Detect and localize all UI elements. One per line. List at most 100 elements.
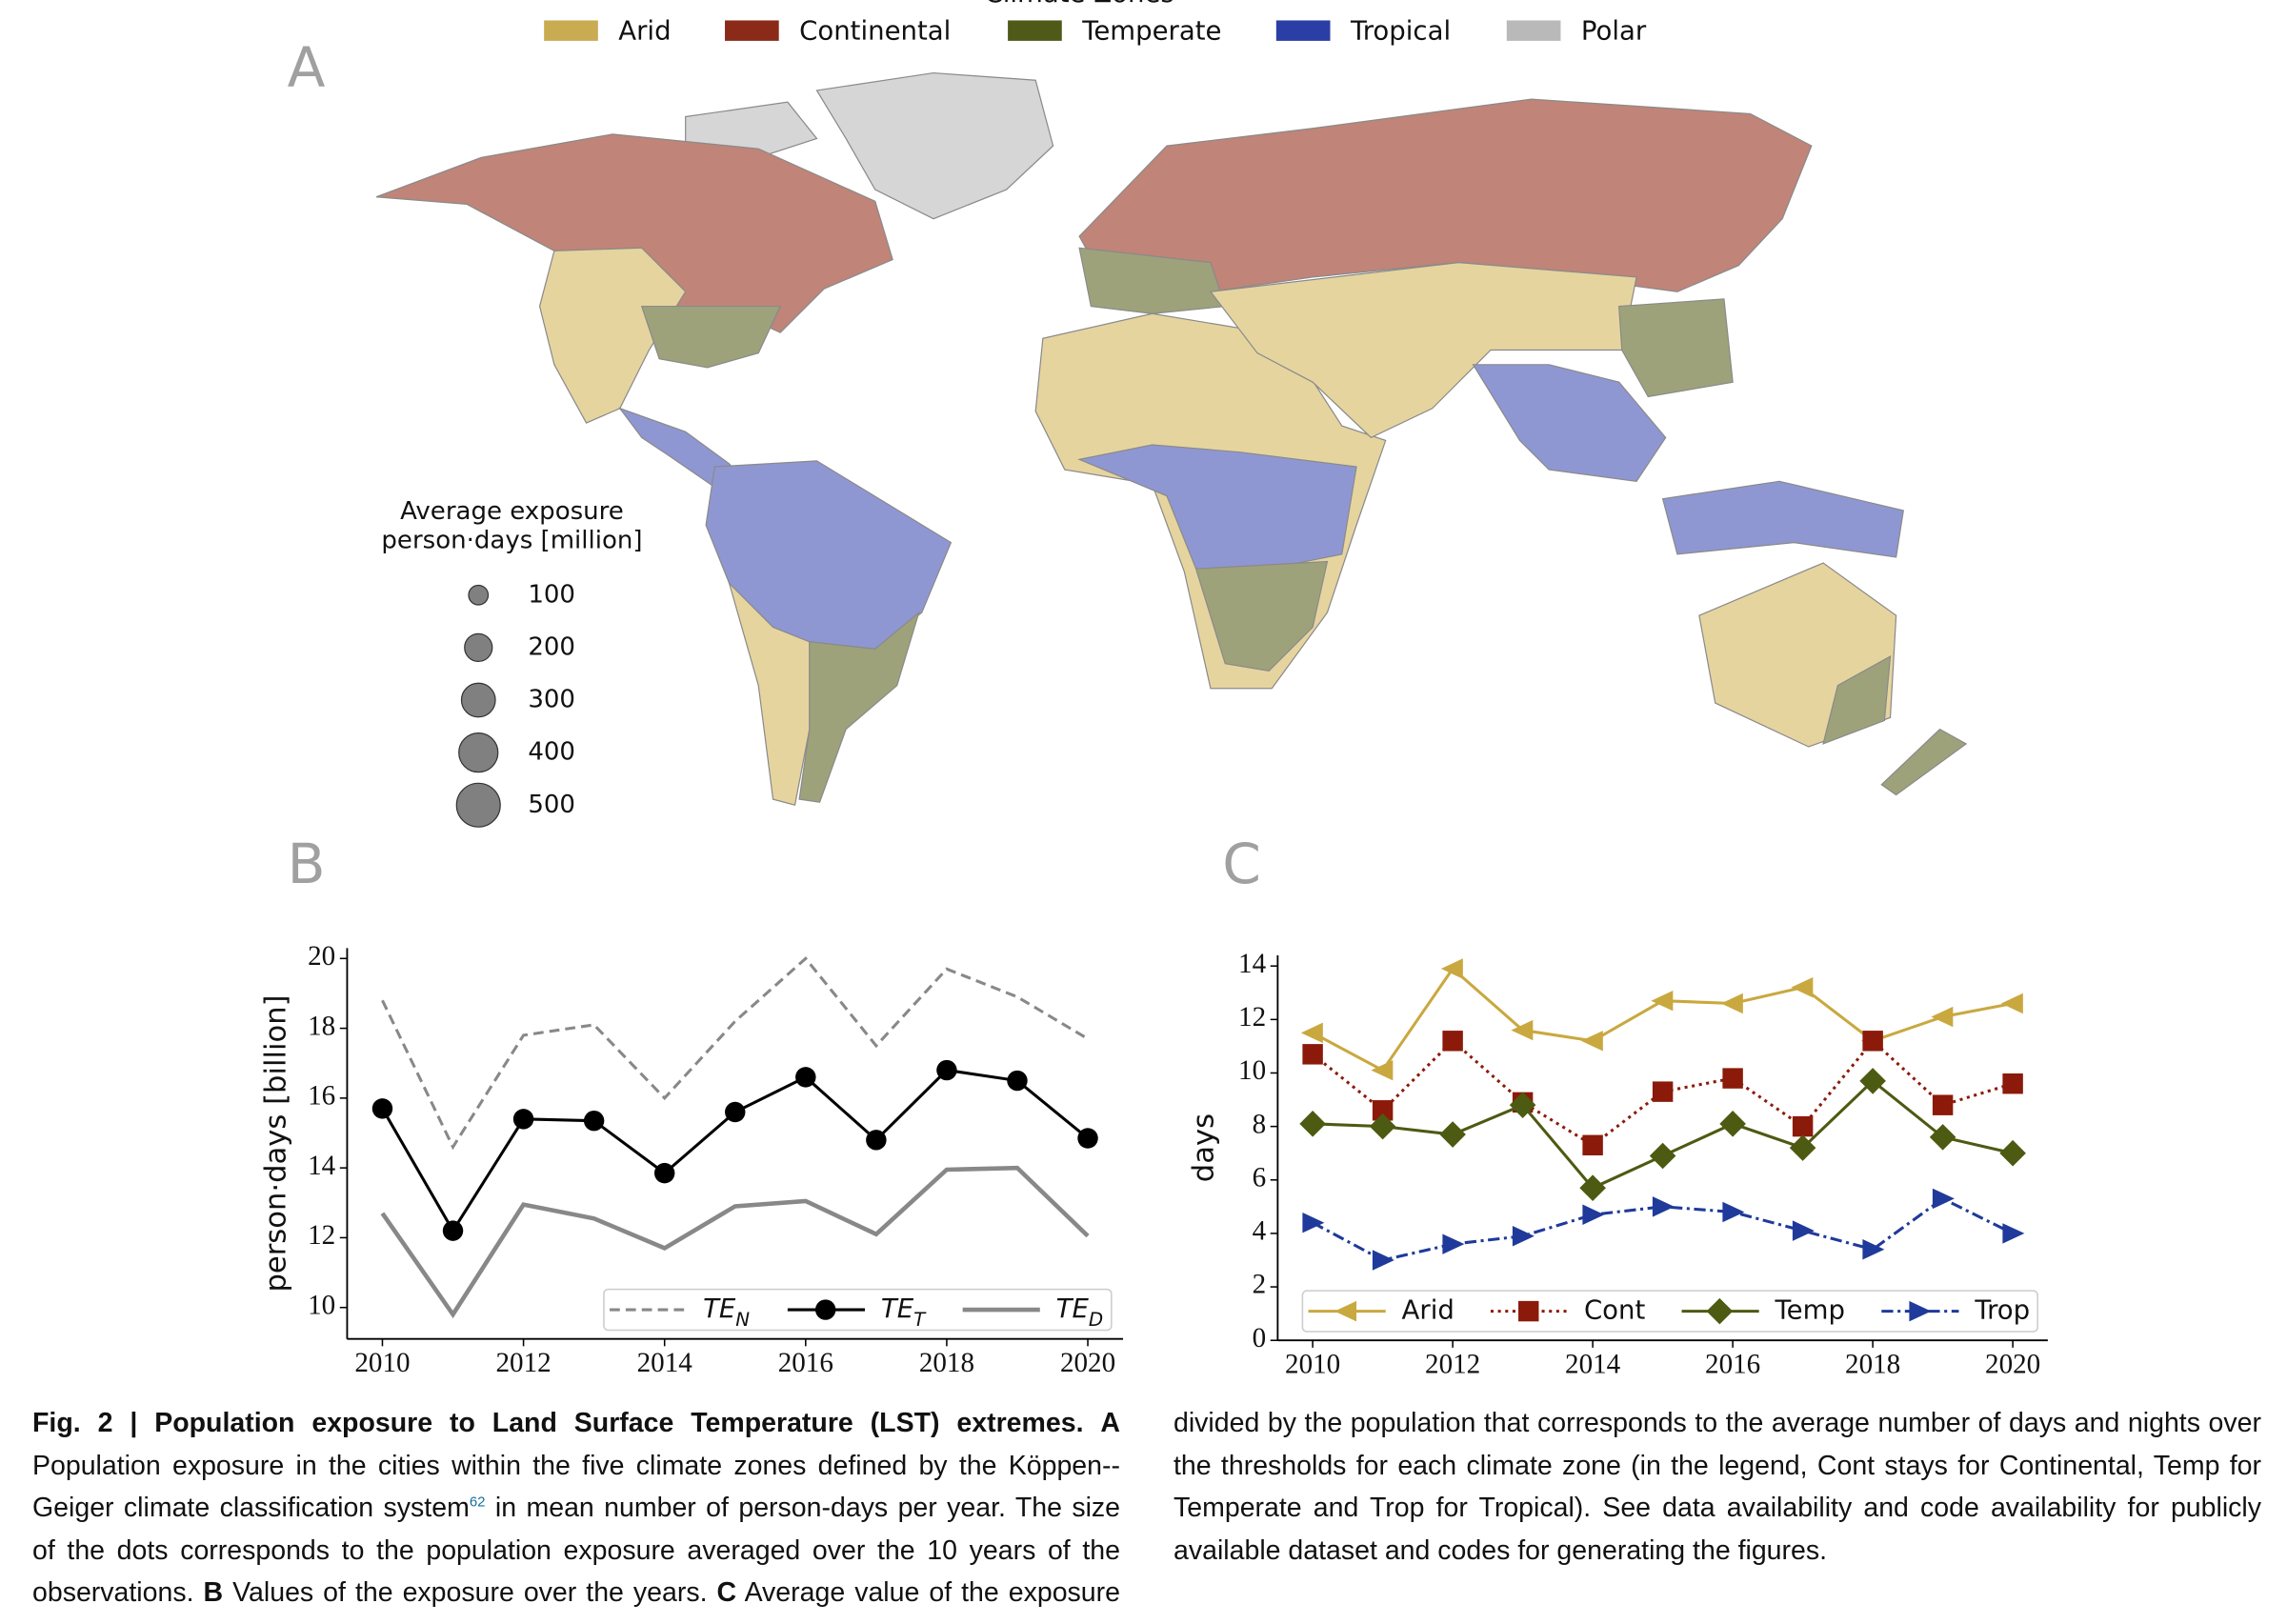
- land-temperate: [1618, 298, 1734, 398]
- x-tick-label: 2016: [778, 1348, 833, 1378]
- y-tick-label: 12: [308, 1220, 335, 1251]
- land-arid: [1209, 262, 1637, 439]
- marker: [936, 1059, 957, 1081]
- land-tropical: [1077, 444, 1357, 570]
- legend-label: Arid: [618, 16, 671, 47]
- land-temperate: [640, 305, 782, 369]
- y-tick-label: 10: [1238, 1055, 1266, 1086]
- legend-label: Continental: [799, 16, 951, 47]
- caption-ref: 62: [469, 1494, 486, 1511]
- marker: [1077, 1128, 1098, 1149]
- marker: [2000, 992, 2023, 1014]
- marker: [1579, 1174, 1606, 1201]
- marker: [1372, 1100, 1394, 1121]
- land-tropical: [1472, 364, 1667, 482]
- marker: [1720, 992, 1743, 1014]
- y-axis-label: days: [1187, 1113, 1220, 1182]
- caption-text: Average value of the exposure divided by…: [744, 1408, 2261, 1608]
- marker: [1999, 1139, 2026, 1167]
- panel-label: B: [288, 832, 326, 896]
- marker: [653, 1162, 675, 1184]
- size-legend-bubble: [460, 682, 496, 718]
- marker: [2002, 1073, 2023, 1094]
- size-legend-bubble: [458, 732, 499, 773]
- land-temperate: [798, 611, 920, 803]
- x-tick-label: 2010: [1285, 1349, 1340, 1379]
- size-legend-bubble: [468, 584, 490, 606]
- caption-text: Population exposure in the cities within…: [32, 1450, 1120, 1524]
- marker: [1649, 1142, 1676, 1170]
- y-tick-label: 20: [308, 941, 335, 972]
- marker: [583, 1110, 605, 1132]
- marker: [1932, 1094, 1954, 1115]
- y-tick-label: 12: [1238, 1002, 1266, 1033]
- marker: [795, 1067, 816, 1088]
- y-tick-label: 18: [308, 1011, 335, 1041]
- marker: [1792, 1115, 1814, 1137]
- marker: [814, 1299, 836, 1320]
- series-line: [1312, 1196, 2014, 1262]
- x-tick-label: 2010: [354, 1348, 410, 1378]
- y-tick-label: 0: [1253, 1323, 1267, 1353]
- x-tick-label: 2018: [1845, 1349, 1900, 1379]
- marker: [1442, 1031, 1463, 1052]
- marker: [1932, 1188, 1955, 1210]
- marker: [1929, 1124, 1956, 1151]
- marker: [1706, 1297, 1734, 1325]
- marker: [1372, 1250, 1394, 1271]
- series-line: [381, 956, 1089, 1151]
- marker: [1439, 1121, 1466, 1148]
- marker: [1302, 1044, 1323, 1065]
- series-line: [380, 1165, 1090, 1319]
- land-polar: [815, 71, 1054, 220]
- marker: [1302, 1212, 1325, 1233]
- size-legend-title: person·days [million]: [381, 527, 642, 555]
- y-tick-label: 14: [308, 1151, 336, 1181]
- marker: [1007, 1070, 1028, 1092]
- legend-swatch: [725, 20, 779, 41]
- size-legend-label: 400: [528, 738, 575, 767]
- x-tick-label: 2012: [496, 1348, 552, 1378]
- legend-label: Temperate: [1081, 16, 1221, 47]
- x-tick-label: 2016: [1705, 1349, 1760, 1379]
- caption-label: B: [203, 1577, 224, 1608]
- size-legend-label: 300: [528, 686, 575, 714]
- marker: [1909, 1300, 1932, 1322]
- marker: [1440, 958, 1463, 979]
- marker: [1722, 1201, 1745, 1223]
- land-temperate: [1078, 247, 1227, 314]
- land-temperate: [1880, 728, 1968, 796]
- land-tropical: [1661, 480, 1904, 558]
- y-tick-label: 8: [1253, 1109, 1267, 1139]
- land-temperate: [1194, 560, 1329, 672]
- marker: [1791, 976, 1814, 998]
- marker: [1511, 1019, 1534, 1041]
- y-tick-label: 2: [1253, 1270, 1267, 1300]
- panel-label: A: [288, 35, 326, 100]
- series-line: [1312, 1038, 2014, 1148]
- size-legend-label: 500: [528, 791, 575, 819]
- marker: [1509, 1092, 1536, 1118]
- legend-label: Arid: [1402, 1295, 1454, 1326]
- size-legend-bubble: [464, 632, 493, 662]
- legend-box: [1301, 1290, 2038, 1333]
- marker: [1299, 1111, 1326, 1137]
- legend-label: Temp: [1775, 1295, 1845, 1326]
- marker: [442, 1220, 464, 1241]
- marker: [1369, 1113, 1396, 1140]
- legend-swatch: [1275, 20, 1331, 41]
- y-tick-label: 4: [1253, 1216, 1267, 1247]
- x-tick-label: 2012: [1425, 1349, 1480, 1379]
- size-legend-title: Average exposure: [400, 497, 624, 526]
- legend-label: Cont: [1584, 1295, 1646, 1326]
- marker: [1862, 1239, 1885, 1260]
- marker: [1722, 1068, 1743, 1089]
- x-tick-label: 2014: [1565, 1349, 1621, 1379]
- marker: [1518, 1300, 1539, 1322]
- marker: [1580, 1031, 1603, 1052]
- caption-title: Fig. 2 | Population exposure to Land Sur…: [32, 1408, 1084, 1438]
- figure: A Climate Zones Arid Continental Temperate Tr…: [259, 0, 2048, 1379]
- y-axis-label: person·days [billion]: [259, 994, 292, 1292]
- marker: [866, 1130, 887, 1151]
